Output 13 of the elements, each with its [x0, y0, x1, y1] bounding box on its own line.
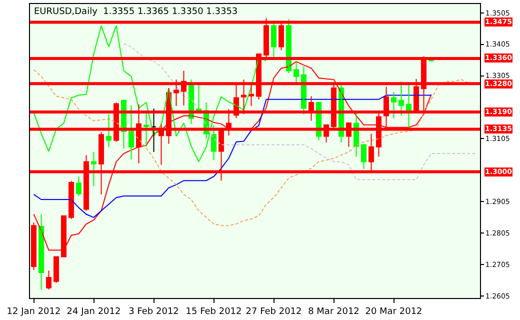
x-tick-label: 27 Feb 2012 — [246, 306, 302, 317]
x-tick-label: 3 Feb 2012 — [128, 306, 179, 317]
candlestick — [91, 151, 96, 187]
candlestick — [144, 111, 149, 148]
x-tick-label: 24 Jan 2012 — [66, 306, 121, 317]
chart-title: EURUSD,Daily 1.3355 1.3365 1.3350 1.3353 — [34, 7, 238, 17]
line-series — [33, 25, 267, 162]
x-tick-label: 15 Feb 2012 — [186, 306, 242, 317]
x-tick-label: 20 Mar 2012 — [365, 306, 422, 317]
x-tick-label: 8 Mar 2012 — [308, 306, 360, 317]
line-series — [123, 43, 477, 180]
line-series — [33, 94, 432, 218]
x-tick-label: 12 Jan 2012 — [6, 306, 61, 317]
